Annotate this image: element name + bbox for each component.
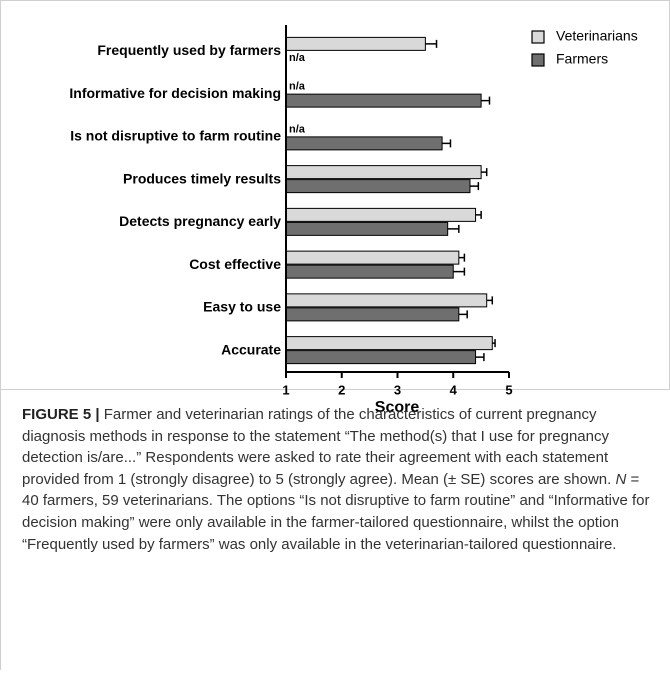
bar bbox=[285, 221, 449, 236]
caption-label: FIGURE 5 | bbox=[22, 406, 100, 423]
category-label: Frequently used by farmers bbox=[97, 42, 281, 58]
category-label: Cost effective bbox=[189, 256, 281, 272]
legend-label: Farmers bbox=[556, 51, 608, 67]
error-bar bbox=[492, 339, 496, 348]
error-bar bbox=[481, 168, 488, 177]
x-axis-label: Score bbox=[375, 399, 420, 416]
category-label: Informative for decision making bbox=[69, 85, 281, 101]
bar bbox=[285, 336, 493, 351]
error-bar bbox=[469, 182, 480, 191]
error-bar bbox=[453, 267, 466, 276]
legend-label: Veterinarians bbox=[556, 28, 638, 44]
bar bbox=[285, 350, 477, 365]
category-label: Easy to use bbox=[203, 299, 281, 315]
category-label: Produces timely results bbox=[123, 170, 281, 186]
value-label: n/a bbox=[289, 52, 306, 64]
error-bar bbox=[458, 310, 468, 319]
x-tick-label: 4 bbox=[450, 382, 458, 397]
error-bar bbox=[458, 253, 466, 262]
bar bbox=[285, 207, 477, 222]
category-label: Detects pregnancy early bbox=[119, 213, 281, 229]
x-tick-label: 5 bbox=[505, 382, 512, 397]
error-bar bbox=[475, 353, 485, 362]
value-label: n/a bbox=[289, 81, 306, 93]
error-bar bbox=[425, 39, 438, 48]
error-bar bbox=[442, 139, 452, 148]
category-label: Accurate bbox=[221, 341, 281, 357]
legend-swatch bbox=[531, 53, 545, 67]
caption: FIGURE 5 | Farmer and veterinarian ratin… bbox=[22, 404, 650, 555]
x-tick-label: 3 bbox=[394, 382, 401, 397]
bar bbox=[285, 250, 460, 265]
bar bbox=[285, 136, 443, 151]
bar bbox=[285, 264, 454, 279]
caption-text: N bbox=[615, 470, 627, 488]
caption-text: = 40 farmers, 59 veterinarians. The opti… bbox=[22, 470, 650, 553]
value-label: n/a bbox=[289, 123, 306, 135]
bar bbox=[285, 293, 488, 308]
x-tick-label: 1 bbox=[282, 382, 289, 397]
bar bbox=[285, 307, 460, 322]
error-bar bbox=[481, 96, 491, 105]
bar bbox=[285, 165, 482, 180]
x-tick-label: 2 bbox=[338, 382, 345, 397]
error-bar bbox=[486, 296, 494, 305]
legend-swatch bbox=[531, 30, 545, 44]
caption-text: Farmer and veterinarian ratings of the c… bbox=[22, 406, 616, 488]
bar bbox=[285, 36, 426, 51]
error-bar bbox=[475, 210, 482, 219]
bar bbox=[285, 93, 482, 108]
category-label: Is not disruptive to farm routine bbox=[70, 128, 281, 144]
error-bar bbox=[447, 224, 460, 233]
bar bbox=[285, 179, 471, 194]
